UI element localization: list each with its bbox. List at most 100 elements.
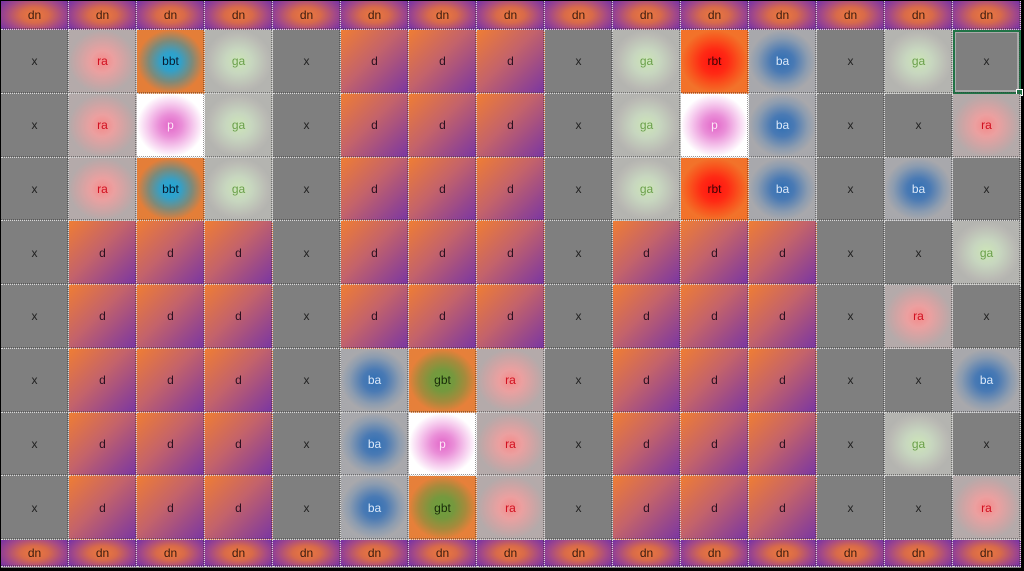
grid-cell[interactable]: p — [137, 93, 205, 158]
grid-cell[interactable]: ra — [69, 93, 137, 158]
grid-cell[interactable]: d — [205, 221, 273, 285]
grid-cell[interactable]: d — [613, 221, 681, 285]
grid-cell[interactable]: d — [749, 221, 817, 285]
grid-cell[interactable]: d — [613, 476, 681, 540]
grid-cell[interactable]: x — [545, 476, 613, 540]
grid-cell[interactable]: x — [545, 285, 613, 349]
grid-cell[interactable]: d — [477, 221, 545, 285]
grid-cell[interactable]: x — [1, 476, 69, 540]
grid-cell[interactable]: ga — [613, 93, 681, 158]
grid-cell[interactable]: d — [681, 476, 749, 540]
grid-cell[interactable]: p — [409, 412, 477, 477]
footer-cell[interactable]: dn — [681, 540, 749, 567]
grid-cell[interactable]: ba — [953, 348, 1021, 413]
grid-cell[interactable]: x — [953, 412, 1021, 477]
grid-cell[interactable]: d — [341, 157, 409, 222]
grid-cell[interactable]: d — [69, 412, 137, 477]
grid-cell[interactable]: x — [817, 157, 885, 222]
grid-cell[interactable]: d — [613, 285, 681, 349]
grid-cell[interactable]: d — [477, 157, 545, 222]
grid-cell[interactable]: x — [817, 412, 885, 477]
grid-cell[interactable]: d — [681, 348, 749, 413]
grid-cell[interactable]: d — [749, 476, 817, 540]
grid-cell[interactable]: bbt — [137, 157, 205, 222]
grid-cell[interactable]: d — [477, 30, 545, 94]
footer-cell[interactable]: dn — [817, 540, 885, 567]
grid-cell[interactable]: ba — [749, 157, 817, 222]
grid-cell[interactable]: ra — [477, 412, 545, 477]
grid-cell[interactable]: x — [545, 221, 613, 285]
grid-cell[interactable]: d — [341, 93, 409, 158]
header-cell[interactable]: dn — [1, 1, 69, 30]
footer-cell[interactable]: dn — [69, 540, 137, 567]
header-cell[interactable]: dn — [137, 1, 205, 30]
grid-cell[interactable]: rbt — [681, 157, 749, 222]
grid-cell[interactable]: d — [69, 476, 137, 540]
header-cell[interactable]: dn — [69, 1, 137, 30]
grid-cell[interactable]: d — [749, 285, 817, 349]
grid-cell[interactable]: d — [409, 285, 477, 349]
footer-cell[interactable]: dn — [409, 540, 477, 567]
grid-cell[interactable]: ga — [885, 412, 953, 477]
header-cell[interactable]: dn — [681, 1, 749, 30]
grid-cell[interactable]: x — [273, 93, 341, 158]
grid-cell[interactable]: x — [1, 93, 69, 158]
grid-cell[interactable]: ga — [953, 221, 1021, 285]
grid-cell[interactable]: d — [137, 476, 205, 540]
grid-cell[interactable]: x — [817, 348, 885, 413]
grid-cell[interactable]: p — [681, 93, 749, 158]
grid-cell[interactable]: x — [273, 30, 341, 94]
grid-cell[interactable]: x — [273, 476, 341, 540]
grid-cell[interactable]: x — [953, 30, 1023, 96]
grid-cell[interactable]: ra — [477, 348, 545, 413]
grid-cell[interactable]: ba — [341, 476, 409, 540]
grid-cell[interactable]: x — [273, 221, 341, 285]
grid-cell[interactable]: x — [885, 221, 953, 285]
grid-cell[interactable]: d — [409, 93, 477, 158]
grid-cell[interactable]: d — [137, 285, 205, 349]
grid-cell[interactable]: x — [885, 93, 953, 158]
grid-cell[interactable]: d — [613, 412, 681, 477]
grid-cell[interactable]: x — [817, 221, 885, 285]
grid-cell[interactable]: d — [341, 30, 409, 94]
grid-cell[interactable]: ga — [613, 30, 681, 94]
header-cell[interactable]: dn — [341, 1, 409, 30]
grid-cell[interactable]: ra — [477, 476, 545, 540]
footer-cell[interactable]: dn — [1, 540, 69, 567]
grid-cell[interactable]: d — [477, 285, 545, 349]
grid-cell[interactable]: gbt — [409, 348, 477, 413]
grid-cell[interactable]: d — [681, 221, 749, 285]
grid-cell[interactable]: x — [953, 157, 1021, 222]
grid-cell[interactable]: x — [953, 285, 1021, 349]
grid-cell[interactable]: ga — [205, 93, 273, 158]
grid-cell[interactable]: ra — [885, 285, 953, 349]
footer-cell[interactable]: dn — [205, 540, 273, 567]
footer-cell[interactable]: dn — [613, 540, 681, 567]
grid-cell[interactable]: bbt — [137, 30, 205, 94]
header-cell[interactable]: dn — [409, 1, 477, 30]
grid-cell[interactable]: ga — [205, 157, 273, 222]
grid-cell[interactable]: ba — [749, 93, 817, 158]
grid-cell[interactable]: x — [1, 157, 69, 222]
header-cell[interactable]: dn — [817, 1, 885, 30]
footer-cell[interactable]: dn — [341, 540, 409, 567]
grid-cell[interactable]: ga — [205, 30, 273, 94]
grid-cell[interactable]: d — [749, 348, 817, 413]
grid-cell[interactable]: d — [205, 476, 273, 540]
grid-cell[interactable]: d — [137, 412, 205, 477]
footer-cell[interactable]: dn — [545, 540, 613, 567]
footer-cell[interactable]: dn — [477, 540, 545, 567]
grid-cell[interactable]: x — [273, 348, 341, 413]
header-cell[interactable]: dn — [613, 1, 681, 30]
grid-cell[interactable]: ra — [953, 476, 1021, 540]
footer-cell[interactable]: dn — [953, 540, 1021, 567]
grid-cell[interactable]: x — [545, 157, 613, 222]
grid-cell[interactable]: ra — [69, 30, 137, 94]
grid-cell[interactable]: x — [1, 348, 69, 413]
grid-cell[interactable]: ba — [749, 30, 817, 94]
header-cell[interactable]: dn — [545, 1, 613, 30]
header-cell[interactable]: dn — [953, 1, 1021, 30]
footer-cell[interactable]: dn — [137, 540, 205, 567]
grid-cell[interactable]: x — [273, 412, 341, 477]
grid-cell[interactable]: d — [409, 157, 477, 222]
